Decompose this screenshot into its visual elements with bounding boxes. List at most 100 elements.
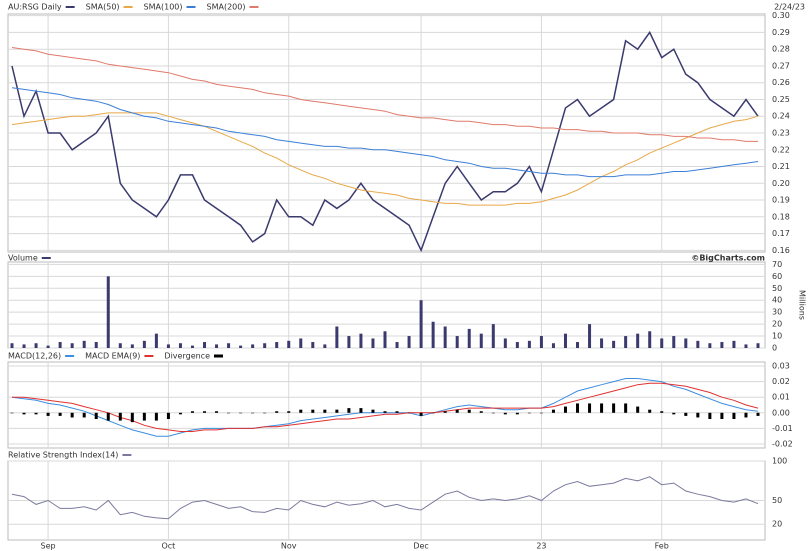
bar [130,344,134,348]
legend-label: MACD(12,26) [8,352,61,361]
y-tick-label: 0.19 [772,196,790,205]
bar [672,412,676,415]
bar [515,412,519,415]
x-tick-label: Feb [655,542,669,551]
bar [672,336,676,348]
legend-label: Relative Strength Index(14) [8,451,118,460]
bar [311,342,315,348]
bar [431,412,435,414]
bar [624,403,628,413]
bar [383,411,387,413]
y-tick-label: -0.02 [772,439,793,448]
y-tick-label: 40 [772,296,782,305]
bar [588,403,592,413]
bar [275,342,279,348]
bar [371,409,375,413]
bar [22,344,26,348]
bar [299,338,303,348]
y-tick-label: 0.20 [772,179,790,188]
bar [732,412,736,420]
bar [178,412,182,415]
bar [323,409,327,413]
y-tick-label: 0.28 [772,45,790,54]
bar [443,411,447,413]
date-label: 2/24/23 [774,3,805,12]
bar [491,324,495,348]
bar [335,326,339,348]
bar [203,411,207,413]
bar [527,340,531,348]
legend-label: Volume [8,254,38,263]
x-tick-label: Sep [41,542,56,551]
y-tick-label: 0.21 [772,162,790,171]
bar [371,338,375,348]
series-line [11,476,759,520]
bar [10,412,14,414]
bar [10,343,14,348]
bar [551,409,555,413]
y-tick-label: 0.03 [772,362,790,371]
bar [94,342,98,348]
bar [142,340,146,348]
bar [239,345,243,348]
y-tick-label: 0.23 [772,129,790,138]
bar [576,403,580,413]
bar [178,343,182,348]
bar [347,408,351,413]
bar [287,411,291,413]
bar [467,409,471,413]
series-line [12,382,759,432]
y-tick-label: 0.17 [772,229,790,238]
bar [347,336,351,348]
bar [215,344,219,348]
bar [600,338,604,348]
bar [106,412,110,421]
bar [732,340,736,348]
legend-label: SMA(50) [86,3,120,12]
series-line [11,378,759,437]
panel [7,361,766,449]
bar [22,412,26,415]
bar [34,412,38,415]
bar [407,336,411,348]
bar [263,343,267,348]
y-axis-label: Millions [798,290,807,320]
bar [70,412,74,418]
bar [251,412,255,414]
bar [624,336,628,348]
bar [467,328,471,348]
legend-label: Divergence [164,352,210,361]
bar [696,412,700,418]
bar [94,412,98,420]
y-tick-label: 0.26 [772,78,790,87]
series-line [11,112,759,206]
bar [263,412,267,414]
y-tick-label: 0.01 [772,393,790,402]
bar [539,412,543,414]
bar [744,412,748,418]
y-tick-label: 0.18 [772,212,790,221]
bar [227,343,231,348]
bar [539,336,543,348]
bar [431,321,435,348]
bar [58,412,62,416]
bar [551,343,555,348]
bar [203,342,207,348]
y-tick-label: 30 [772,308,782,317]
y-tick-label: 0.29 [772,28,790,37]
bar [419,300,423,348]
bar [130,412,134,423]
bar [503,338,507,348]
bar [106,276,110,348]
y-tick-label: 0.30 [772,11,790,20]
bar [660,338,664,348]
bar [154,412,158,421]
bar [612,403,616,413]
legend-label: SMA(200) [207,3,246,12]
bar [70,343,74,348]
bar [359,408,363,413]
y-tick-label: 70 [772,260,782,269]
bar [527,412,531,414]
y-tick-label: 0.02 [772,377,790,386]
